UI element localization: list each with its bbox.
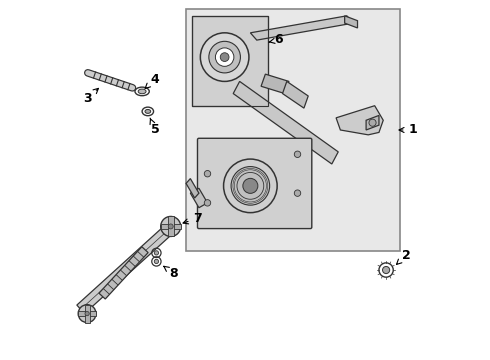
Text: 4: 4 [145, 73, 159, 89]
Circle shape [161, 216, 181, 237]
FancyBboxPatch shape [186, 9, 400, 251]
Polygon shape [261, 74, 289, 94]
Circle shape [369, 119, 376, 126]
Circle shape [231, 167, 270, 205]
Circle shape [216, 48, 234, 66]
Bar [78, 311, 96, 316]
Polygon shape [193, 16, 268, 106]
Text: 7: 7 [183, 212, 202, 225]
Circle shape [78, 305, 96, 323]
Polygon shape [190, 188, 207, 208]
Circle shape [294, 190, 301, 196]
Circle shape [204, 200, 211, 206]
Ellipse shape [138, 89, 146, 94]
FancyBboxPatch shape [197, 138, 312, 229]
Text: 6: 6 [269, 33, 283, 46]
Text: 5: 5 [150, 118, 159, 136]
Circle shape [168, 224, 173, 229]
Circle shape [243, 178, 258, 193]
Polygon shape [336, 106, 383, 135]
Polygon shape [344, 16, 358, 28]
Polygon shape [250, 16, 353, 40]
Ellipse shape [145, 109, 151, 113]
Text: 1: 1 [399, 123, 417, 136]
Circle shape [85, 311, 89, 316]
Circle shape [223, 159, 277, 213]
Circle shape [220, 53, 229, 62]
Circle shape [154, 251, 159, 255]
Polygon shape [283, 81, 308, 108]
Text: 3: 3 [83, 89, 98, 105]
Bar [161, 224, 181, 229]
Circle shape [294, 151, 301, 157]
Circle shape [209, 41, 241, 73]
Circle shape [200, 33, 249, 81]
Polygon shape [366, 116, 379, 130]
Circle shape [154, 259, 159, 264]
Polygon shape [186, 179, 199, 198]
Polygon shape [77, 226, 172, 314]
Circle shape [204, 171, 211, 177]
Polygon shape [99, 247, 148, 299]
Bar [168, 216, 173, 237]
Polygon shape [233, 81, 338, 164]
Circle shape [383, 266, 390, 274]
Bar [85, 305, 90, 323]
Text: 8: 8 [164, 266, 178, 280]
Text: 2: 2 [396, 248, 411, 264]
